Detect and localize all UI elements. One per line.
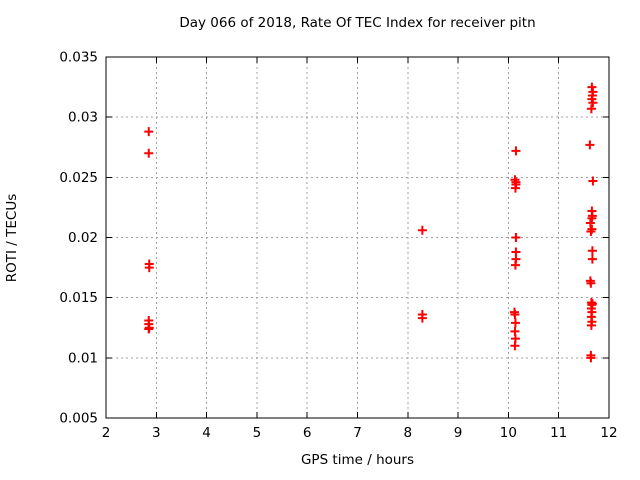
x-tick-label: 5 <box>253 425 262 441</box>
y-tick-label: 0.03 <box>68 110 98 126</box>
data-point <box>588 98 598 108</box>
data-point <box>586 320 596 330</box>
data-point <box>510 260 520 270</box>
data-point <box>511 146 521 156</box>
data-point <box>144 127 154 137</box>
x-tick-label: 8 <box>404 425 413 441</box>
data-point <box>586 353 596 363</box>
data-point <box>586 278 596 288</box>
x-tick-label: 6 <box>303 425 312 441</box>
y-tick-label: 0.005 <box>59 411 98 427</box>
y-tick-label: 0.035 <box>59 50 98 66</box>
x-tick-label: 4 <box>202 425 211 441</box>
x-tick-label: 9 <box>454 425 463 441</box>
y-tick-label: 0.015 <box>59 290 98 306</box>
data-point <box>144 148 154 158</box>
x-tick-label: 12 <box>600 425 617 441</box>
data-point <box>417 313 427 323</box>
y-axis-label: ROTI / TECUs <box>4 193 20 283</box>
data-point <box>587 213 597 223</box>
y-tick-label: 0.025 <box>59 170 98 186</box>
data-point <box>588 176 598 186</box>
x-tick-label: 10 <box>500 425 517 441</box>
data-point <box>511 233 521 242</box>
data-point <box>586 104 596 114</box>
data-point <box>144 263 154 273</box>
x-tick-label: 3 <box>152 425 161 441</box>
y-tick-label: 0.01 <box>68 350 98 366</box>
x-axis-label: GPS time / hours <box>300 452 415 468</box>
chart-title: Day 066 of 2018, Rate Of TEC Index for r… <box>179 15 536 31</box>
x-tick-label: 7 <box>353 425 362 441</box>
data-point <box>417 225 427 235</box>
data-point <box>587 246 597 256</box>
data-point <box>510 318 520 328</box>
data-point <box>510 310 520 320</box>
data-point <box>510 183 520 193</box>
data-point <box>587 82 597 92</box>
data-point <box>587 254 597 264</box>
x-tick-label: 2 <box>102 425 111 441</box>
y-tick-label: 0.02 <box>68 230 98 246</box>
x-tick-label: 11 <box>550 425 567 441</box>
data-point <box>586 226 596 236</box>
data-point <box>585 218 595 228</box>
data-point <box>510 341 520 351</box>
data-point <box>585 140 595 150</box>
data-point <box>144 324 154 334</box>
